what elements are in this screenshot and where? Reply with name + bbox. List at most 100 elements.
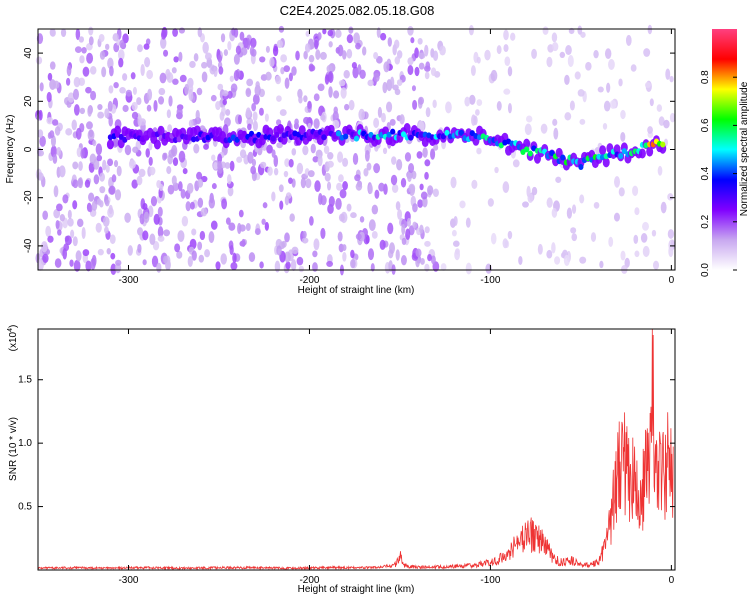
noise-blob [196, 87, 203, 96]
noise-blob [79, 55, 85, 64]
noise-blob [276, 245, 282, 256]
noise-blob [172, 28, 178, 37]
noise-blob [177, 230, 185, 242]
noise-blob [209, 64, 216, 75]
noise-blob [230, 262, 238, 271]
noise-blob [171, 175, 177, 186]
y-tick-label: 0.5 [18, 502, 32, 513]
noise-blob [106, 248, 111, 255]
x-tick-label: -300 [118, 275, 138, 286]
noise-blob [157, 226, 164, 238]
noise-blob [373, 72, 380, 82]
noise-blob [37, 129, 44, 138]
noise-blob [189, 60, 196, 69]
noise-blob [232, 252, 237, 264]
noise-blob [251, 102, 257, 112]
ridge-blob [560, 154, 566, 161]
noise-blob [502, 238, 509, 249]
noise-blob [254, 228, 261, 235]
ridge-blob [400, 131, 407, 138]
noise-blob [93, 174, 100, 185]
noise-blob [225, 108, 231, 116]
noise-blob [305, 30, 310, 37]
noise-blob [332, 110, 339, 123]
ridge-halo [555, 147, 563, 158]
noise-blob [620, 250, 626, 261]
noise-blob [211, 183, 217, 190]
noise-blob [308, 54, 315, 63]
noise-blob [395, 249, 400, 261]
noise-blob [391, 183, 399, 193]
noise-blob [42, 253, 49, 263]
snr-x-ticks: -300 -200 -100 0 [118, 329, 675, 586]
noise-blob [181, 215, 189, 227]
noise-blob [178, 150, 186, 163]
noise-blob [130, 72, 136, 80]
noise-blob [198, 254, 205, 263]
noise-blob [229, 244, 234, 256]
ridge-blob [578, 163, 584, 170]
figure-title: C2E4.2025.082.05.18.G08 [280, 3, 435, 18]
noise-blob [614, 176, 621, 188]
noise-blob [93, 158, 100, 170]
noise-blob [191, 250, 197, 261]
noise-blob [65, 128, 73, 136]
noise-blob [378, 182, 385, 192]
noise-blob [585, 61, 592, 71]
noise-blob [524, 123, 532, 136]
noise-blob [343, 69, 350, 79]
noise-blob [468, 25, 474, 36]
noise-blob [649, 98, 654, 107]
noise-blob [476, 147, 482, 155]
noise-blob [406, 170, 412, 182]
noise-blob [348, 26, 354, 34]
noise-blob [465, 262, 472, 275]
noise-blob [144, 57, 151, 68]
noise-blob [496, 45, 502, 55]
noise-blob [320, 227, 326, 240]
noise-blob [163, 229, 171, 237]
noise-blob [496, 101, 502, 111]
noise-blob [309, 64, 316, 72]
noise-blob [166, 109, 171, 119]
snr-series-line [37, 328, 674, 571]
noise-blob [338, 79, 346, 87]
noise-blob [314, 39, 319, 50]
noise-blob [525, 115, 533, 123]
noise-blob [327, 151, 334, 160]
noise-blob [116, 165, 122, 177]
noise-blob [47, 72, 53, 81]
noise-blob [590, 232, 597, 242]
noise-blob [271, 191, 276, 202]
noise-blob [564, 74, 570, 85]
noise-blob [303, 116, 310, 125]
noise-blob [364, 150, 370, 162]
noise-blob [52, 154, 58, 164]
noise-blob [632, 185, 639, 197]
noise-blob [374, 189, 380, 199]
noise-blob [82, 66, 90, 77]
noise-blob [73, 104, 80, 116]
noise-blob [233, 53, 240, 65]
noise-blob [136, 175, 143, 186]
noise-blob [452, 240, 460, 247]
noise-blob [46, 91, 52, 103]
noise-blob [342, 157, 349, 167]
noise-blob [217, 160, 223, 170]
noise-blob [274, 260, 281, 273]
noise-blob [217, 83, 224, 91]
ridge-halo [599, 145, 607, 156]
noise-blob [389, 242, 395, 254]
noise-blob [564, 112, 572, 121]
noise-blob [179, 74, 187, 83]
noise-blob [404, 152, 412, 162]
noise-blob [288, 72, 293, 82]
noise-blob [191, 228, 197, 236]
noise-blob [131, 101, 138, 111]
noise-blob [412, 221, 417, 229]
noise-blob [53, 185, 59, 198]
y-tick-label: 40 [23, 47, 34, 59]
noise-blob [559, 51, 566, 59]
noise-blob [602, 122, 608, 130]
noise-blob [625, 34, 632, 47]
